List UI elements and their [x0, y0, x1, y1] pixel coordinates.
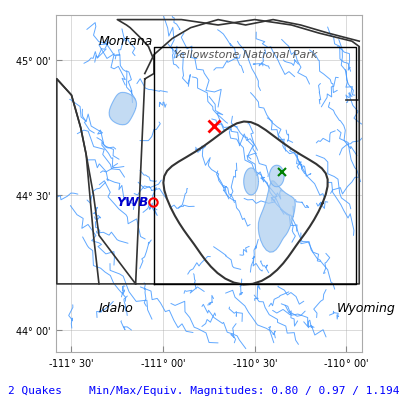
Text: Montana: Montana — [99, 35, 153, 48]
Text: Idaho: Idaho — [99, 302, 133, 315]
Polygon shape — [109, 92, 136, 125]
Text: 2 Quakes    Min/Max/Equiv. Magnitudes: 0.80 / 0.97 / 1.194: 2 Quakes Min/Max/Equiv. Magnitudes: 0.80… — [8, 386, 399, 396]
Polygon shape — [243, 168, 258, 195]
Text: Wyoming: Wyoming — [337, 302, 395, 315]
Text: Yellowstone National Park: Yellowstone National Park — [173, 50, 317, 60]
Polygon shape — [258, 181, 294, 252]
Polygon shape — [269, 165, 283, 187]
Text: YWB: YWB — [116, 196, 148, 210]
